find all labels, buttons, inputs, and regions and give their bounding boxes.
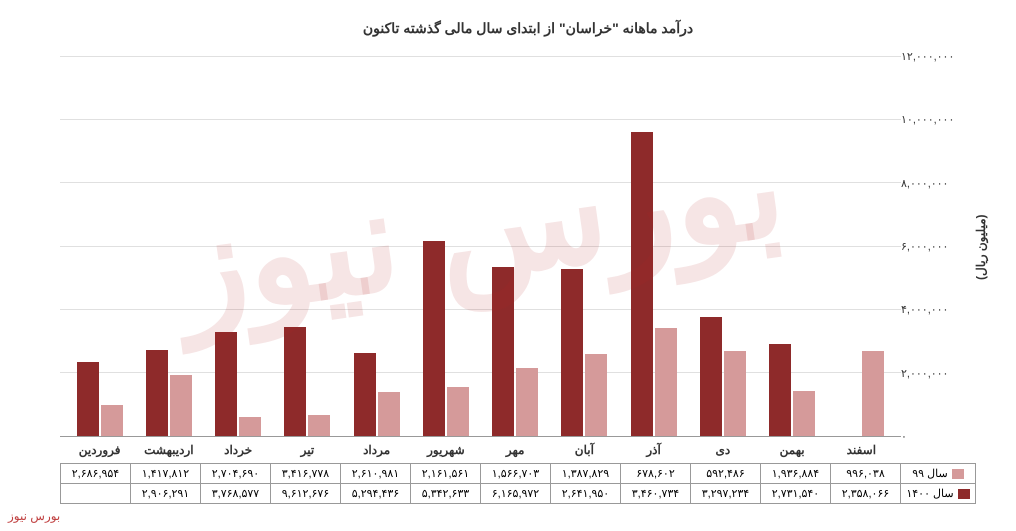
table-cell: ۶,۱۶۵,۹۷۲ xyxy=(481,484,551,504)
legend-swatch xyxy=(958,489,970,499)
x-axis-label: بهمن xyxy=(758,437,827,457)
plot-area: بورس نیوز xyxy=(60,57,901,437)
bar xyxy=(561,269,583,436)
month-group xyxy=(204,57,273,436)
table-cell: ۱,۵۶۶,۷۰۳ xyxy=(481,464,551,484)
bar xyxy=(146,350,168,436)
bar xyxy=(700,317,722,436)
bar xyxy=(378,392,400,436)
month-group xyxy=(758,57,827,436)
table-cell: ۳,۲۹۷,۲۳۴ xyxy=(691,484,761,504)
month-group xyxy=(134,57,203,436)
table-cell: ۲,۶۱۰,۹۸۱ xyxy=(341,464,411,484)
x-axis-label: مهر xyxy=(481,437,550,457)
x-axis-label: اردیبهشت xyxy=(134,437,203,457)
month-group xyxy=(481,57,550,436)
table-cell: ۱,۹۳۶,۸۸۴ xyxy=(761,464,831,484)
table-row: سال ۱۴۰۰ ۲,۳۵۸,۰۶۶۲,۷۳۱,۵۴۰۳,۲۹۷,۲۳۴۳,۴۶۰… xyxy=(61,484,976,504)
table-cell: ۲,۹۰۶,۲۹۱ xyxy=(131,484,201,504)
table-cell: ۲,۶۴۱,۹۵۰ xyxy=(551,484,621,504)
legend-label: سال ۹۹ xyxy=(912,468,947,480)
bar xyxy=(284,327,306,436)
month-group xyxy=(342,57,411,436)
table-cell: ۲,۷۳۱,۵۴۰ xyxy=(761,484,831,504)
bar xyxy=(492,267,514,436)
x-axis-label: شهریور xyxy=(411,437,480,457)
bar xyxy=(101,405,123,436)
bar xyxy=(769,344,791,436)
bar xyxy=(793,391,815,436)
chart-title: درآمد ماهانه "خراسان" از ابتدای سال مالی… xyxy=(60,20,996,37)
bar xyxy=(655,328,677,436)
x-axis-label: مرداد xyxy=(342,437,411,457)
bar xyxy=(170,375,192,436)
table-cell: ۲,۷۰۴,۶۹۰ xyxy=(201,464,271,484)
x-axis-label: آذر xyxy=(619,437,688,457)
y-axis: ۱۲,۰۰۰,۰۰۰۱۰,۰۰۰,۰۰۰۸,۰۰۰,۰۰۰۶,۰۰۰,۰۰۰۴,… xyxy=(901,57,971,437)
month-group xyxy=(550,57,619,436)
bar xyxy=(239,417,261,436)
plot-wrapper: (میلیون ریال) ۱۲,۰۰۰,۰۰۰۱۰,۰۰۰,۰۰۰۸,۰۰۰,… xyxy=(60,57,996,437)
table-cell: ۲,۶۸۶,۹۵۴ xyxy=(61,464,131,484)
table-cell: ۶۷۸,۶۰۲ xyxy=(621,464,691,484)
watermark-text: بورس نیوز xyxy=(8,509,60,523)
month-group xyxy=(273,57,342,436)
table-cell: ۳,۴۶۰,۷۳۴ xyxy=(621,484,691,504)
x-axis-label: فروردین xyxy=(65,437,134,457)
table-cell xyxy=(61,484,131,504)
x-axis-label: اسفند xyxy=(827,437,896,457)
table-cell: ۲,۱۶۱,۵۶۱ xyxy=(411,464,481,484)
x-axis-label: خرداد xyxy=(204,437,273,457)
y-axis-label: (میلیون ریال) xyxy=(971,57,991,437)
data-table: سال ۹۹ ۹۹۶,۰۳۸۱,۹۳۶,۸۸۴۵۹۲,۴۸۶۶۷۸,۶۰۲۱,۳۸… xyxy=(60,463,976,504)
bars-area xyxy=(60,57,901,436)
table-cell: ۹,۶۱۲,۶۷۶ xyxy=(271,484,341,504)
bar xyxy=(724,351,746,436)
month-group xyxy=(688,57,757,436)
legend-label: سال ۱۴۰۰ xyxy=(906,488,953,500)
bar xyxy=(631,132,653,436)
chart-container: درآمد ماهانه "خراسان" از ابتدای سال مالی… xyxy=(0,0,1016,531)
legend-cell: سال ۹۹ xyxy=(901,464,976,484)
bar xyxy=(862,351,884,436)
bar xyxy=(215,332,237,436)
table-cell: ۹۹۶,۰۳۸ xyxy=(831,464,901,484)
bar xyxy=(77,362,99,436)
table-cell: ۳,۷۶۸,۵۷۷ xyxy=(201,484,271,504)
month-group xyxy=(65,57,134,436)
legend-swatch xyxy=(952,469,964,479)
table-cell: ۵,۲۹۴,۴۳۶ xyxy=(341,484,411,504)
x-axis: فروردیناردیبهشتخردادتیرمردادشهریورمهرآبا… xyxy=(60,437,901,457)
bar xyxy=(423,241,445,436)
bar xyxy=(516,368,538,436)
bar xyxy=(354,353,376,436)
x-axis-label: دی xyxy=(688,437,757,457)
bar xyxy=(585,354,607,436)
month-group xyxy=(827,57,896,436)
table-row: سال ۹۹ ۹۹۶,۰۳۸۱,۹۳۶,۸۸۴۵۹۲,۴۸۶۶۷۸,۶۰۲۱,۳۸… xyxy=(61,464,976,484)
bar xyxy=(447,387,469,436)
table-cell: ۱,۳۸۷,۸۲۹ xyxy=(551,464,621,484)
bar xyxy=(308,415,330,436)
x-axis-label: تیر xyxy=(273,437,342,457)
table-cell: ۳,۴۱۶,۷۷۸ xyxy=(271,464,341,484)
x-axis-label: آبان xyxy=(550,437,619,457)
table-cell: ۱,۴۱۷,۸۱۲ xyxy=(131,464,201,484)
table-cell: ۵۹۲,۴۸۶ xyxy=(691,464,761,484)
table-cell: ۵,۳۴۲,۶۳۳ xyxy=(411,484,481,504)
month-group xyxy=(411,57,480,436)
month-group xyxy=(619,57,688,436)
table-cell: ۲,۳۵۸,۰۶۶ xyxy=(831,484,901,504)
legend-cell: سال ۱۴۰۰ xyxy=(901,484,976,504)
